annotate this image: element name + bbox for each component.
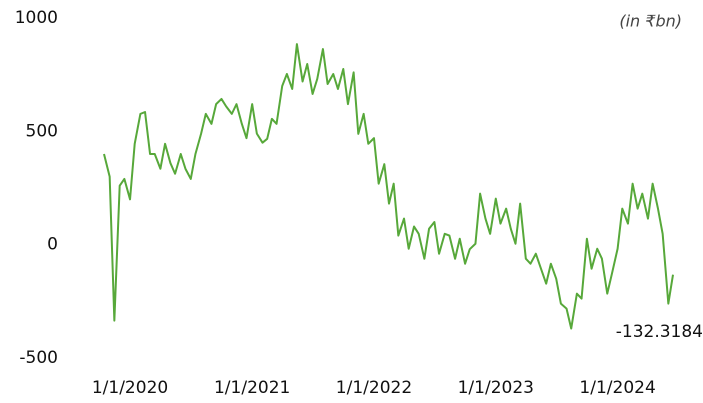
x-tick-label: 1/1/2022 bbox=[336, 378, 412, 398]
x-tick-label: 1/1/2024 bbox=[579, 378, 655, 398]
last-value-label: -132.3184 bbox=[616, 322, 703, 342]
y-tick-label: 1000 bbox=[15, 8, 58, 28]
x-tick-label: 1/1/2023 bbox=[458, 378, 534, 398]
unit-note: (in ₹bn) bbox=[619, 12, 682, 31]
y-tick-label: 500 bbox=[26, 121, 58, 141]
y-tick-label: 0 bbox=[47, 235, 58, 255]
x-tick-label: 1/1/2021 bbox=[214, 378, 290, 398]
y-tick-label: -500 bbox=[19, 348, 58, 368]
x-tick-label: 1/1/2020 bbox=[92, 378, 168, 398]
data-line bbox=[103, 43, 674, 330]
